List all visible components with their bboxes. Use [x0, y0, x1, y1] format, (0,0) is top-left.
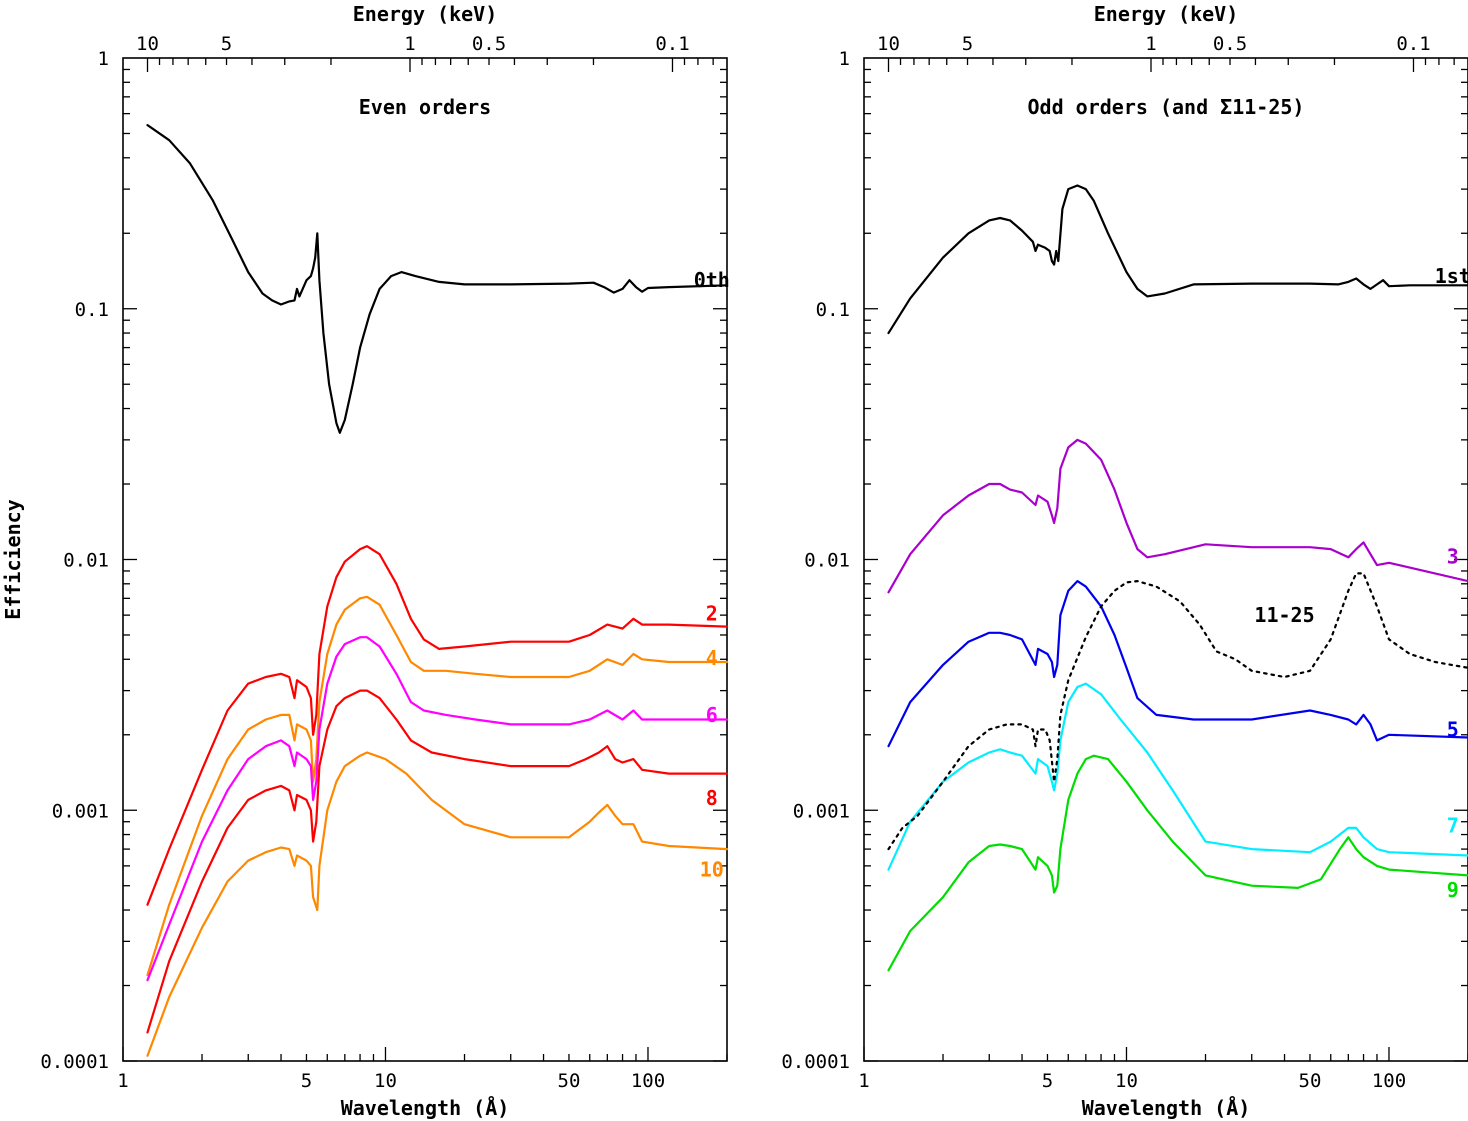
y-tick-label: 0.001 [793, 800, 850, 822]
series-label-5: 5 [1447, 717, 1459, 741]
series-line-3 [887, 438, 1468, 594]
series-line-10 [146, 751, 729, 1057]
series-line-11-25 [887, 572, 1468, 851]
y-tick-label: 0.01 [63, 550, 109, 572]
panel-1: 1 5 10 50 100 10 5 1 0.5 0.1 0.0001 0.001 0.01 0.1 1 Wa… [1, 2, 730, 1120]
series-line-7 [887, 682, 1468, 871]
series-label-7: 7 [1447, 813, 1459, 837]
x2-axis-title: Energy (keV) [1094, 2, 1239, 26]
x2-tick-label: 0.5 [472, 33, 506, 55]
series-label-0th: 0th [694, 268, 730, 292]
panel-title: Even orders [359, 95, 491, 119]
y-tick-label: 1 [839, 48, 850, 70]
series-line-4 [146, 595, 729, 977]
series-line-1st [887, 184, 1468, 335]
y-tick-label: 0.0001 [40, 1051, 109, 1073]
series-label-2: 2 [706, 601, 718, 625]
y-tick-label: 0.1 [75, 299, 109, 321]
x2-tick-label: 0.5 [1213, 33, 1247, 55]
panel-title: Odd orders (and Σ11-25) [1028, 95, 1305, 119]
x2-tick-label: 10 [136, 33, 159, 55]
y-tick-label: 0.01 [804, 550, 850, 572]
x-tick-label: 1 [117, 1070, 128, 1092]
x-tick-label: 50 [1299, 1070, 1322, 1092]
x2-tick-label: 1 [404, 33, 415, 55]
series-line-9 [887, 754, 1468, 972]
x2-tick-label: 0.1 [655, 33, 689, 55]
panel-2: 1 5 10 50 100 10 5 1 0.5 0.1 0.0001 0.001 0.01 0.1 1 Wa… [781, 2, 1468, 1120]
series-line-5 [887, 580, 1468, 748]
x-tick-label: 5 [301, 1070, 312, 1092]
series-label-4: 4 [706, 646, 718, 670]
series-label-9: 9 [1447, 878, 1459, 902]
x-tick-label: 50 [558, 1070, 581, 1092]
y-tick-label: 0.1 [816, 299, 850, 321]
series-label-10: 10 [700, 858, 724, 882]
series-label-11-25: 11-25 [1254, 603, 1314, 627]
x-axis-title: Wavelength (Å) [1082, 1096, 1251, 1120]
y-tick-label: 0.0001 [781, 1051, 850, 1073]
series-line-2 [146, 545, 729, 906]
x-tick-label: 5 [1042, 1070, 1053, 1092]
x2-tick-label: 5 [962, 33, 973, 55]
plot-frame [863, 57, 1468, 1062]
x2-tick-label: 5 [221, 33, 232, 55]
x-tick-label: 1 [858, 1070, 869, 1092]
x2-tick-label: 1 [1145, 33, 1156, 55]
x-tick-label: 10 [374, 1070, 397, 1092]
y-tick-label: 0.001 [52, 800, 109, 822]
x2-tick-label: 10 [877, 33, 900, 55]
series-line-6 [146, 636, 729, 982]
series-label-8: 8 [706, 786, 718, 810]
y-axis-title: Efficiency [1, 499, 25, 619]
series-line-8 [146, 689, 729, 1034]
x-axis-title: Wavelength (Å) [341, 1096, 510, 1120]
series-line-0th [146, 124, 729, 434]
x-tick-label: 10 [1115, 1070, 1138, 1092]
series-label-1st: 1st [1435, 264, 1468, 288]
series-label-6: 6 [706, 703, 718, 727]
plot-frame [122, 57, 728, 1062]
x2-tick-label: 0.1 [1396, 33, 1430, 55]
y-tick-label: 1 [98, 48, 109, 70]
x-tick-label: 100 [631, 1070, 665, 1092]
series-label-3: 3 [1447, 544, 1459, 568]
x2-axis-title: Energy (keV) [353, 2, 498, 26]
x-tick-label: 100 [1372, 1070, 1406, 1092]
